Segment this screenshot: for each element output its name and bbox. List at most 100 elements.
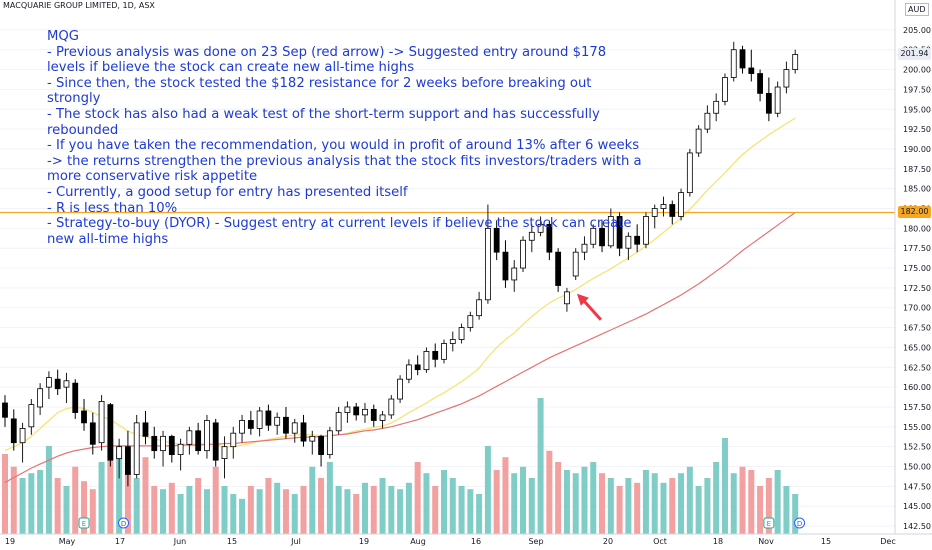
candle: [528, 224, 535, 253]
candle: [309, 430, 316, 455]
candle: [774, 81, 781, 118]
volume-bar: [511, 473, 518, 534]
candle-body: [54, 378, 61, 390]
candle: [397, 375, 404, 404]
time-tick-label: 18: [713, 537, 723, 546]
candle-body: [72, 382, 79, 413]
candle-body: [256, 410, 263, 429]
candle: [484, 204, 491, 304]
candle-body: [757, 73, 763, 94]
volume-bar: [10, 466, 17, 534]
volume-bar: [291, 494, 298, 534]
volume-bar: [458, 486, 465, 534]
volume-bar: [63, 486, 70, 534]
candle: [625, 232, 632, 261]
volume-bar: [37, 470, 44, 534]
candle: [221, 436, 228, 479]
volume-bar: [195, 478, 202, 534]
price-tick-label: 177.50: [903, 244, 931, 253]
analysis-notes: MQG - Previous analysis was done on 23 S…: [47, 29, 647, 247]
volume-bar: [54, 478, 61, 534]
candle-body: [625, 235, 632, 249]
candle: [98, 395, 105, 451]
candle: [28, 399, 35, 435]
candle: [502, 240, 509, 288]
candle: [739, 45, 746, 74]
volume-bar: [563, 470, 570, 534]
volume-bar: [19, 478, 26, 534]
candle-body: [344, 406, 351, 413]
time-axis[interactable]: 19 May 17 Jun 15 Jul 19 Aug 16 Sep 20 Oct 18 Nov 15 Dec: [0, 533, 932, 546]
red-arrow: [576, 293, 603, 321]
marker-label: E: [767, 520, 771, 528]
volume-bar: [335, 486, 342, 534]
volume-bar: [168, 482, 175, 534]
currency-badge[interactable]: AUD: [905, 3, 929, 16]
dividend-badge: [794, 517, 806, 529]
volume-bar: [765, 478, 772, 534]
price-tick-label: 197.50: [903, 85, 931, 94]
candle: [133, 414, 140, 479]
candle: [291, 418, 298, 443]
dividend-badge: [118, 517, 130, 529]
candle-body: [783, 69, 790, 88]
dividend-marker: D: [118, 517, 130, 529]
candle: [748, 49, 755, 82]
price-tick-label: 205.00: [903, 26, 931, 35]
price-tick-label: 157.50: [903, 403, 931, 412]
notes-line: - Since then, the stock tested the $182 …: [47, 75, 596, 107]
candle: [37, 383, 44, 415]
candle-body: [493, 227, 500, 253]
candle-body: [643, 216, 649, 245]
volume-bar: [353, 494, 360, 534]
candle-body: [10, 418, 17, 444]
candle: [449, 331, 456, 352]
price-tick-label: 160.00: [903, 383, 931, 392]
candle: [599, 220, 605, 253]
candle-body: [564, 291, 570, 305]
candle-body: [581, 243, 588, 253]
volume-bar: [599, 473, 606, 534]
volume-bar: [651, 473, 658, 534]
volume-bar: [774, 470, 781, 534]
candle-body: [397, 378, 404, 400]
candle: [204, 414, 210, 459]
volume-bar: [309, 466, 316, 534]
candle-body: [686, 152, 693, 194]
volume-bar: [449, 478, 456, 534]
candle-body: [221, 446, 228, 459]
candle: [89, 412, 96, 455]
notes-line: -> the returns strengthen the previous a…: [47, 153, 646, 185]
volume-bar: [230, 494, 237, 534]
volume-bar: [686, 466, 693, 534]
candle: [151, 426, 158, 459]
candle: [581, 236, 588, 261]
candle: [265, 404, 272, 431]
volume-bar: [326, 462, 333, 534]
price-tick-label: 167.50: [903, 324, 931, 333]
candle-body: [660, 204, 667, 209]
volume-bar: [607, 478, 614, 534]
price-axis[interactable]: 142.50 145.00 147.50 150.00 152.50 155.00 157.…: [894, 0, 932, 550]
volume-bar: [713, 462, 720, 534]
candle: [695, 125, 702, 157]
candle-body: [291, 422, 298, 434]
candle-body: [423, 351, 430, 371]
volume-bar: [476, 494, 483, 534]
time-tick-label: May: [59, 537, 76, 546]
notes-line: - Strategy-to-buy (DYOR) - Suggest entry…: [47, 216, 636, 247]
time-tick-label: 19: [359, 537, 369, 546]
price-axis-bg: [895, 0, 932, 550]
volume-bar: [678, 473, 685, 534]
candles: [2, 41, 799, 487]
time-tick-label: 20: [603, 537, 613, 546]
price-tick-label: 195.00: [903, 105, 931, 114]
candle: [370, 404, 377, 427]
volume-bar: [89, 489, 96, 534]
candle-body: [388, 398, 395, 416]
candle: [564, 287, 570, 312]
candle: [300, 414, 307, 447]
candle-body: [142, 422, 149, 437]
time-tick-label: Dec: [880, 537, 895, 546]
